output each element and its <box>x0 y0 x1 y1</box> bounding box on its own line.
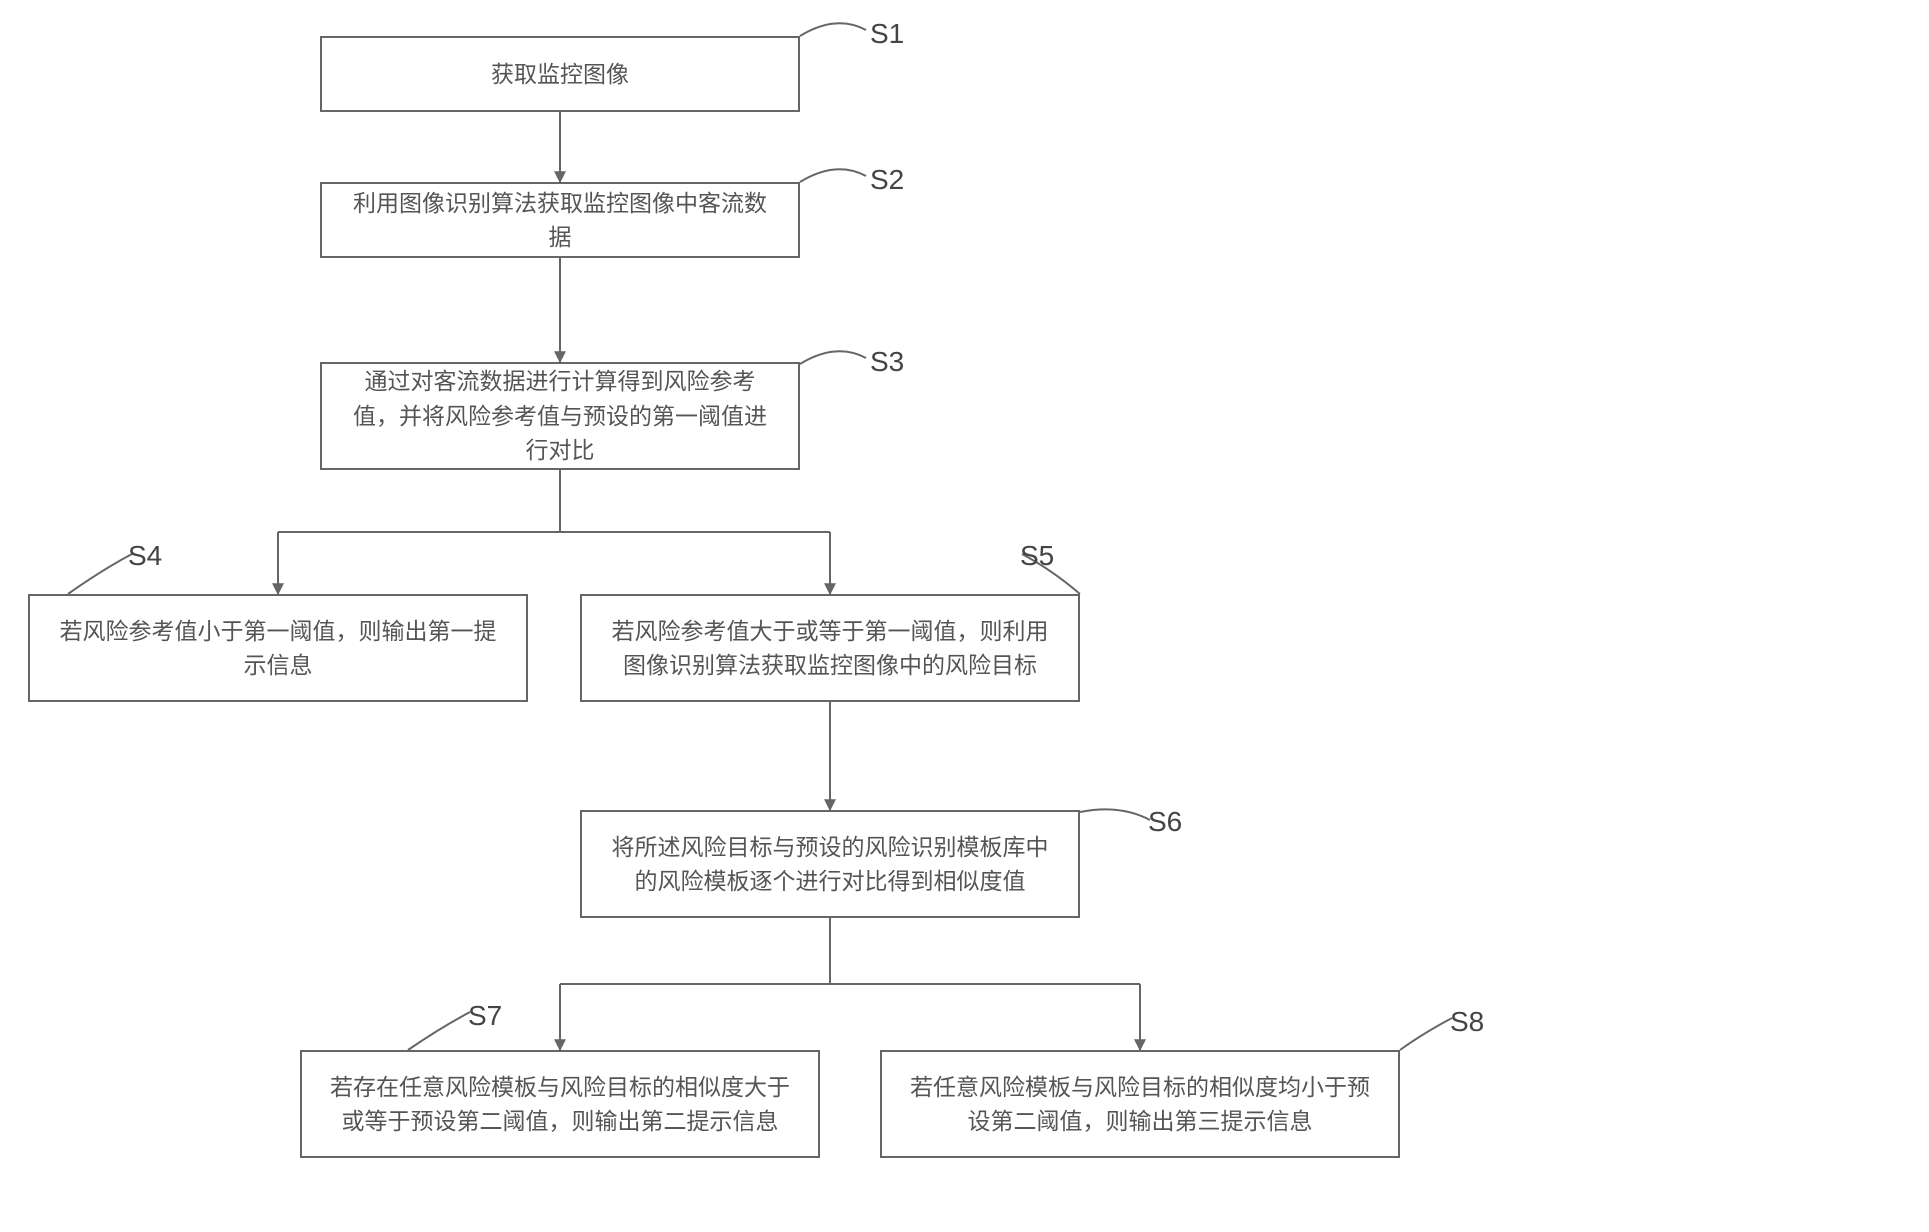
flowchart-canvas: 获取监控图像利用图像识别算法获取监控图像中客流数据通过对客流数据进行计算得到风险… <box>0 0 1929 1232</box>
step-label-l6: S6 <box>1148 806 1182 838</box>
step-label-l4: S4 <box>128 540 162 572</box>
step-label-l7: S7 <box>468 1000 502 1032</box>
flow-node-s8: 若任意风险模板与风险目标的相似度均小于预设第二阈值，则输出第三提示信息 <box>880 1050 1400 1158</box>
step-label-l1: S1 <box>870 18 904 50</box>
step-label-l5: S5 <box>1020 540 1054 572</box>
flow-node-s7: 若存在任意风险模板与风险目标的相似度大于或等于预设第二阈值，则输出第二提示信息 <box>300 1050 820 1158</box>
flow-node-text: 若任意风险模板与风险目标的相似度均小于预设第二阈值，则输出第三提示信息 <box>902 1070 1378 1139</box>
step-label-l2: S2 <box>870 164 904 196</box>
flow-node-s5: 若风险参考值大于或等于第一阈值，则利用图像识别算法获取监控图像中的风险目标 <box>580 594 1080 702</box>
flow-node-s3: 通过对客流数据进行计算得到风险参考值，并将风险参考值与预设的第一阈值进行对比 <box>320 362 800 470</box>
flow-node-text: 若风险参考值大于或等于第一阈值，则利用图像识别算法获取监控图像中的风险目标 <box>602 614 1058 683</box>
flow-node-text: 获取监控图像 <box>491 57 629 92</box>
flow-node-text: 若存在任意风险模板与风险目标的相似度大于或等于预设第二阈值，则输出第二提示信息 <box>322 1070 798 1139</box>
flow-node-s1: 获取监控图像 <box>320 36 800 112</box>
flow-node-text: 将所述风险目标与预设的风险识别模板库中的风险模板逐个进行对比得到相似度值 <box>602 830 1058 899</box>
flow-node-text: 利用图像识别算法获取监控图像中客流数据 <box>342 186 778 255</box>
step-label-l3: S3 <box>870 346 904 378</box>
step-label-l8: S8 <box>1450 1006 1484 1038</box>
flow-node-s2: 利用图像识别算法获取监控图像中客流数据 <box>320 182 800 258</box>
flow-node-text: 通过对客流数据进行计算得到风险参考值，并将风险参考值与预设的第一阈值进行对比 <box>342 364 778 468</box>
flow-node-s6: 将所述风险目标与预设的风险识别模板库中的风险模板逐个进行对比得到相似度值 <box>580 810 1080 918</box>
flow-node-s4: 若风险参考值小于第一阈值，则输出第一提示信息 <box>28 594 528 702</box>
flow-node-text: 若风险参考值小于第一阈值，则输出第一提示信息 <box>50 614 506 683</box>
